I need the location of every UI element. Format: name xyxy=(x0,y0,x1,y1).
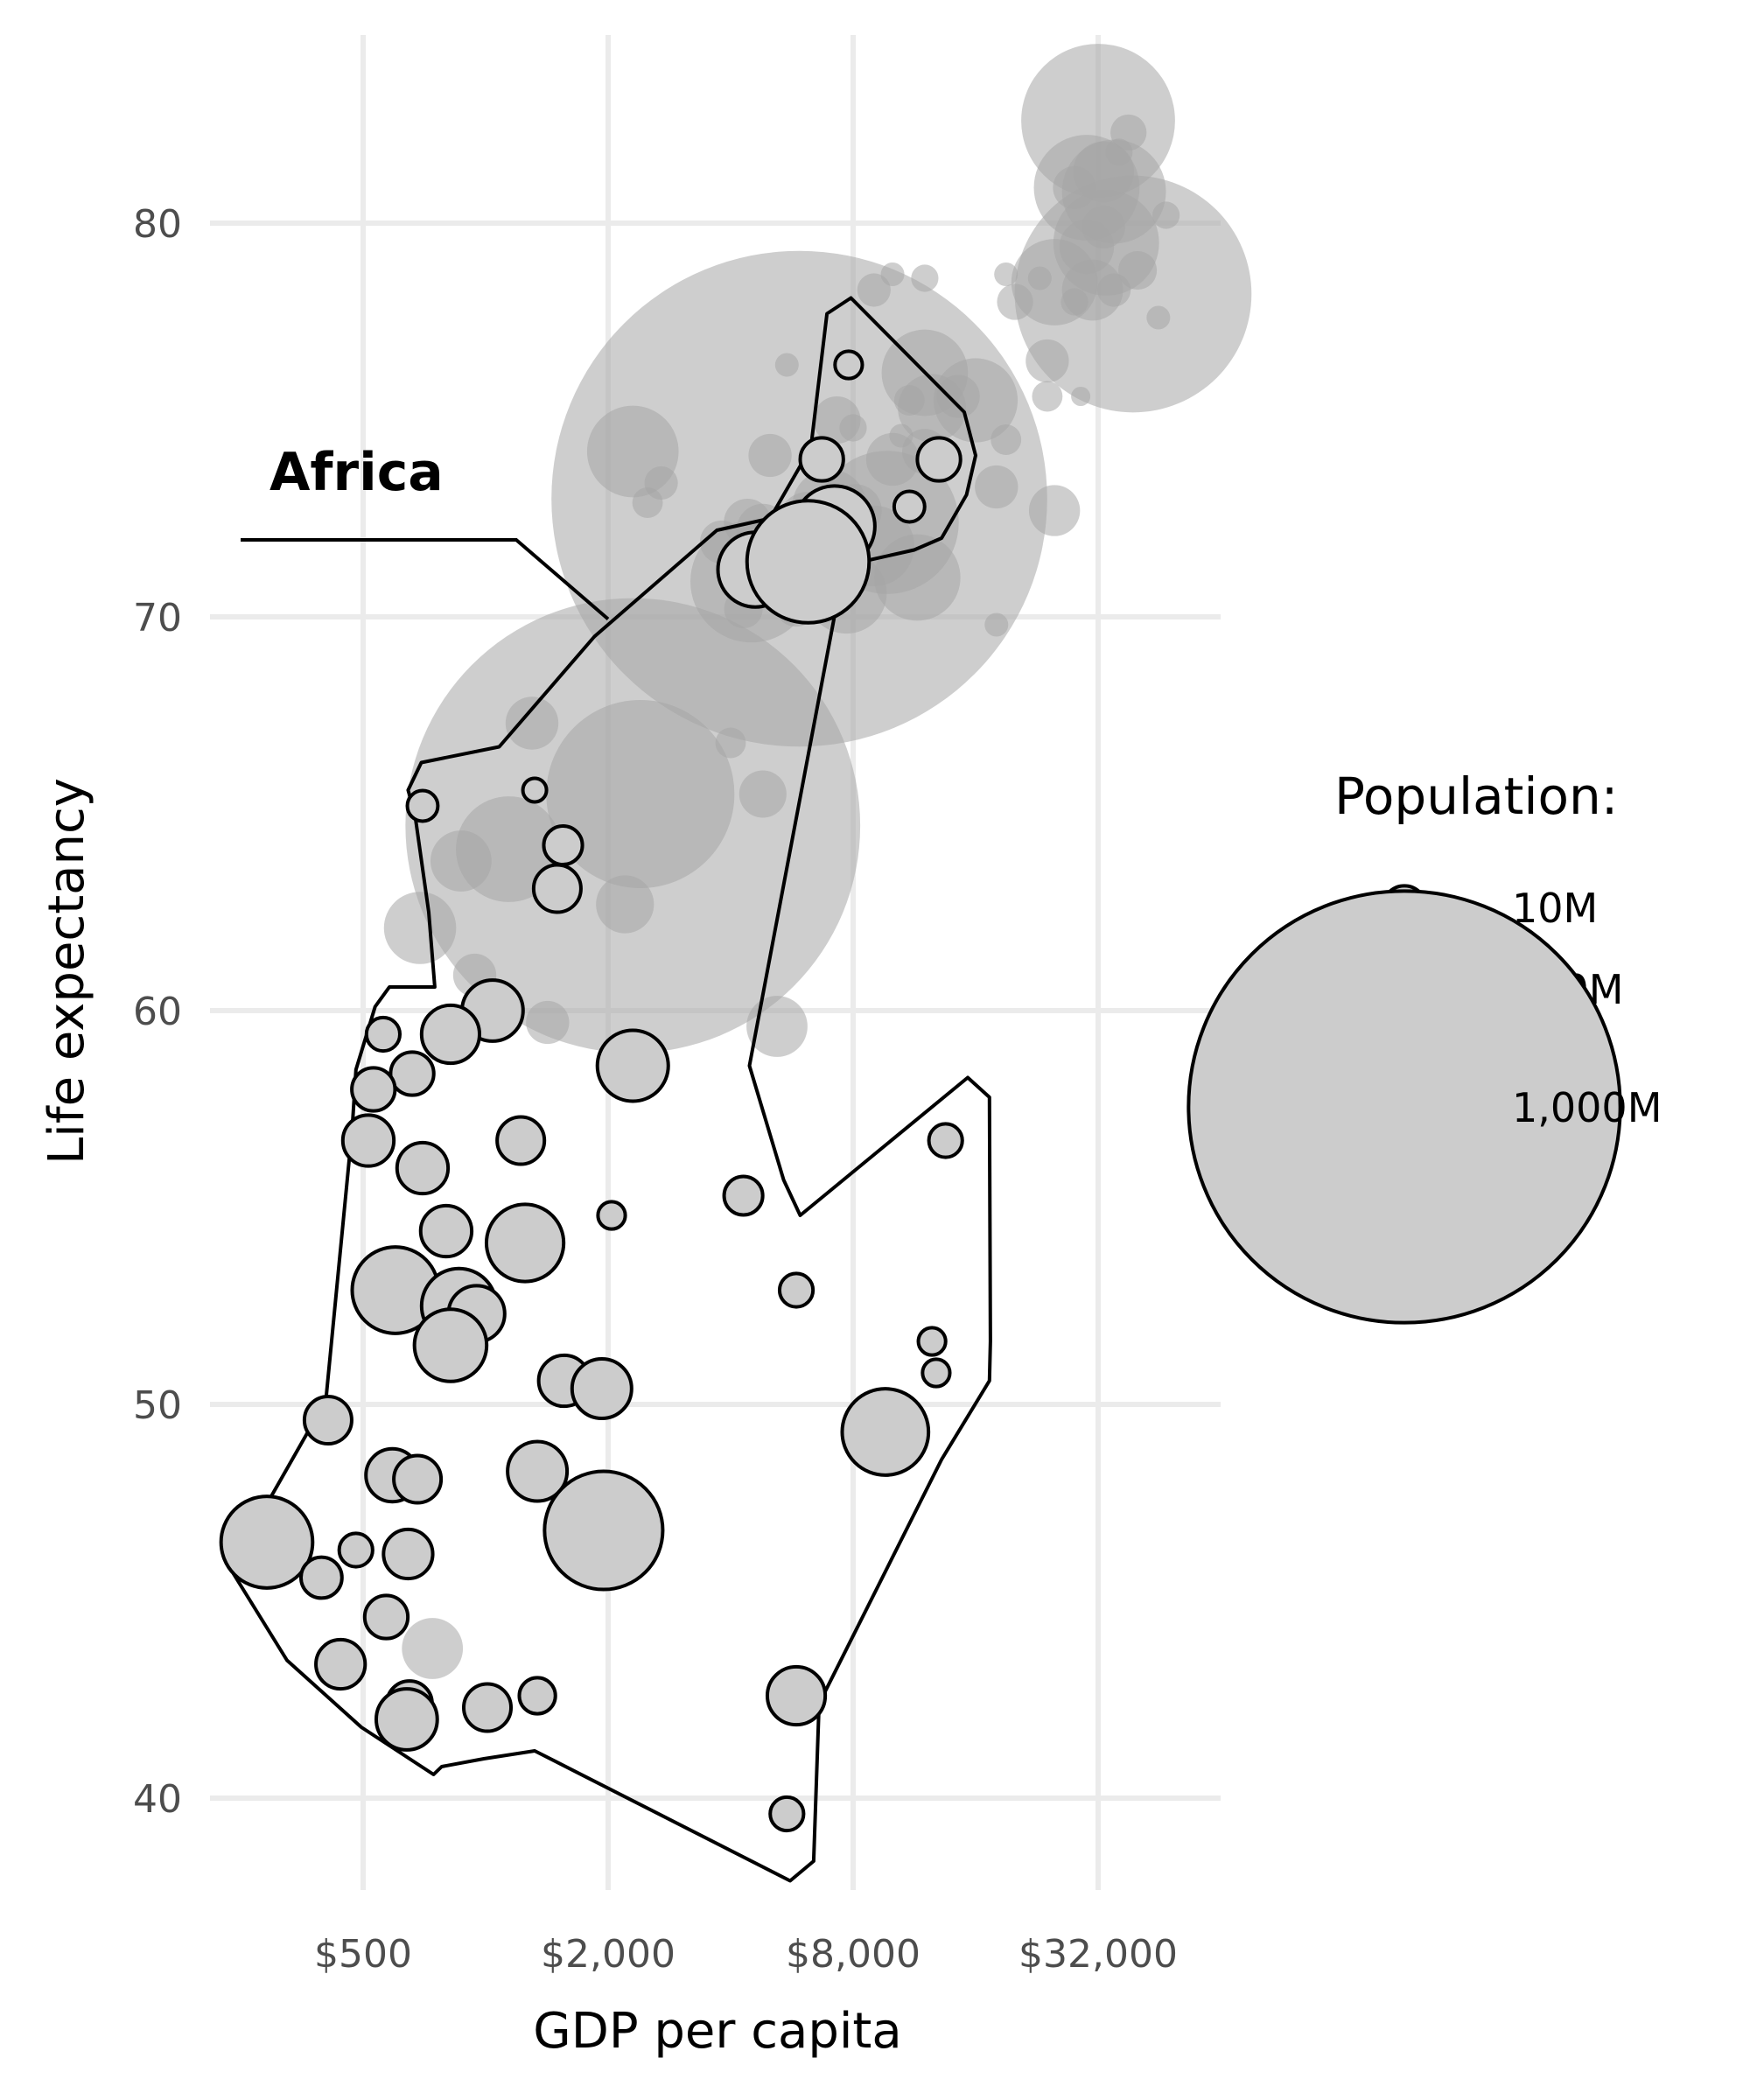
other-point xyxy=(1096,273,1131,307)
legend: Population: 10M100M1,000M xyxy=(1186,766,1662,1325)
africa-point xyxy=(362,1593,410,1641)
other-point xyxy=(1032,381,1063,412)
africa-point xyxy=(405,788,440,823)
africa-point xyxy=(340,1113,396,1168)
africa-point xyxy=(840,1387,931,1477)
y-tick-label: 40 xyxy=(133,1777,182,1822)
africa-point xyxy=(314,1637,368,1691)
other-point xyxy=(873,534,961,621)
annotation-leader xyxy=(241,538,610,621)
africa-point xyxy=(392,1453,444,1505)
other-point xyxy=(746,996,808,1057)
y-axis-ticks: 40 50 60 70 80 xyxy=(133,202,182,1822)
africa-point xyxy=(521,776,549,804)
africa-point xyxy=(517,1676,557,1716)
africa-point xyxy=(916,1326,948,1357)
africa-point xyxy=(302,1394,354,1446)
x-tick-label: $8,000 xyxy=(786,1932,920,1977)
legend-label: 1,000M xyxy=(1512,1084,1662,1131)
africa-point xyxy=(768,1795,806,1833)
africa-point xyxy=(765,1664,828,1727)
other-point xyxy=(405,598,861,1054)
other-point xyxy=(997,284,1033,320)
africa-point xyxy=(920,1357,952,1389)
africa-point xyxy=(364,1015,402,1054)
other-point xyxy=(430,830,492,892)
other-point xyxy=(402,1618,464,1679)
africa-point xyxy=(388,1050,436,1097)
africa-point xyxy=(595,1028,670,1103)
africa-point xyxy=(596,1200,627,1231)
africa-annotation: Africa xyxy=(241,442,610,621)
legend-key xyxy=(1186,889,1622,1325)
legend-label: 10M xyxy=(1512,885,1598,932)
africa-point xyxy=(777,1271,816,1309)
other-point xyxy=(1060,288,1088,316)
annotation-label: Africa xyxy=(270,442,444,503)
other-point xyxy=(1028,485,1081,536)
africa-point xyxy=(542,1469,665,1592)
africa-point xyxy=(915,436,962,483)
africa-point xyxy=(412,1307,489,1383)
other-point xyxy=(1026,339,1069,383)
africa-point xyxy=(892,489,927,524)
africa-point xyxy=(722,1174,765,1217)
africa-point xyxy=(461,1682,514,1733)
africa-point xyxy=(506,1439,570,1503)
other-point xyxy=(632,487,663,518)
other-point xyxy=(984,612,1009,637)
africa-point xyxy=(531,863,583,914)
africa-point xyxy=(337,1531,374,1569)
x-tick-label: $32,000 xyxy=(1018,1932,1178,1977)
other-point xyxy=(1014,175,1252,413)
africa-point xyxy=(745,499,872,625)
africa-point xyxy=(374,1687,439,1752)
x-tick-label: $2,000 xyxy=(541,1932,676,1977)
y-tick-label: 70 xyxy=(133,596,182,640)
x-axis-title: GDP per capita xyxy=(533,2003,901,2060)
other-point xyxy=(596,875,654,934)
legend-entries: 10M100M1,000M xyxy=(1186,884,1662,1325)
y-tick-label: 60 xyxy=(133,990,182,1034)
africa-point xyxy=(570,1357,634,1420)
africa-point xyxy=(484,1202,566,1284)
africa-hull xyxy=(231,296,992,1883)
other-point xyxy=(526,1000,570,1045)
other-point xyxy=(994,262,1018,287)
other-point xyxy=(1146,305,1171,330)
x-tick-label: $500 xyxy=(314,1932,412,1977)
other-point xyxy=(1071,386,1091,407)
africa-point xyxy=(927,1122,964,1159)
y-axis-title: Life expectancy xyxy=(38,778,95,1165)
africa-point xyxy=(495,1115,547,1166)
africa-point xyxy=(382,1527,435,1581)
africa-point xyxy=(418,1203,474,1259)
africa-point xyxy=(798,436,845,483)
other-points xyxy=(383,44,1252,1679)
africa-point xyxy=(542,823,584,867)
other-point xyxy=(383,892,457,964)
other-point xyxy=(738,770,787,818)
africa-point xyxy=(833,349,864,381)
africa-point xyxy=(219,1494,315,1590)
x-axis-ticks: $500 $2,000 $8,000 $32,000 xyxy=(314,1932,1178,1977)
africa-point xyxy=(395,1140,451,1196)
africa-point xyxy=(298,1555,344,1600)
africa-points xyxy=(219,349,964,1833)
y-tick-label: 50 xyxy=(133,1383,182,1428)
legend-title: Population: xyxy=(1334,766,1618,826)
y-tick-label: 80 xyxy=(133,202,182,247)
other-point xyxy=(975,465,1018,509)
africa-point xyxy=(419,1003,482,1066)
africa-point xyxy=(350,1066,397,1113)
